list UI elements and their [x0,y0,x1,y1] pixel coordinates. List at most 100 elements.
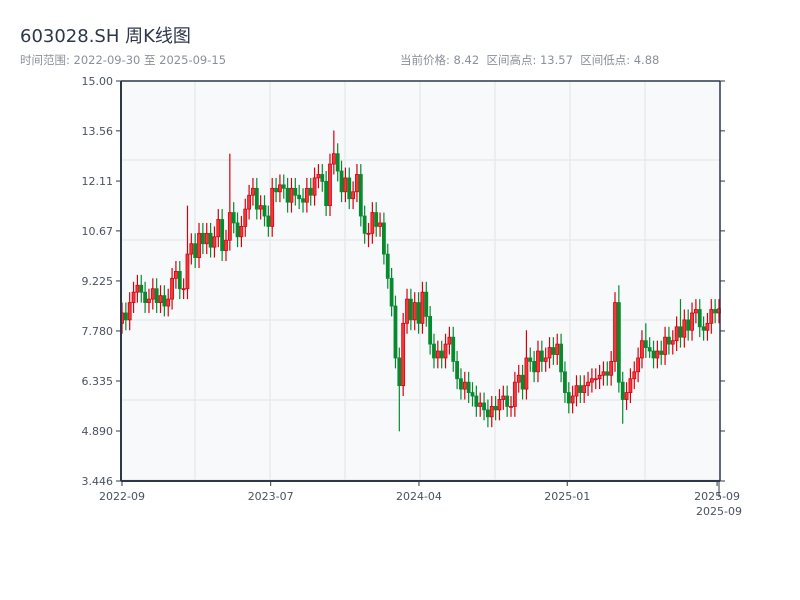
candle-body [193,243,198,258]
candle-down [605,361,610,386]
candle-body [547,347,552,359]
candle-up [158,285,163,313]
candle-body [239,226,244,238]
candle-body [301,198,305,203]
candle-up [166,288,171,317]
candle-body [678,326,683,338]
candle-body [462,381,467,390]
candle-body [697,309,702,328]
candle-body [278,184,282,193]
candle-up [227,153,232,251]
candle-body [593,378,598,381]
candle-down [162,285,167,317]
candle-up [478,392,483,417]
candle-body [609,361,614,376]
candle-down [651,340,656,369]
candle-body [401,322,406,387]
candle-up [181,278,186,300]
candle-body [331,153,336,165]
candle-up [693,299,698,324]
candle-body [663,336,667,355]
candle-body [486,409,490,418]
candle-body [258,205,263,210]
candle-body [312,177,317,196]
candle-body [339,170,344,193]
candle-down [274,177,278,203]
candle-up [189,233,194,265]
candle-up [135,274,140,303]
candle-body [389,277,394,307]
candle-body [640,340,644,359]
candle-up [516,364,521,393]
candle-up [601,361,606,386]
x-tick-label: 2024-04 [396,490,442,503]
y-tick-label: 15.00 [82,75,114,88]
candle-down [382,212,386,265]
candle-body [328,163,332,207]
candle-down [432,333,436,369]
candle-up [351,181,355,210]
candle-body [667,336,671,345]
candle-down [208,222,213,258]
candle-up [690,302,694,341]
candle-up [593,368,598,390]
candle-down [358,164,363,227]
candle-up [501,385,506,410]
candle-body [320,174,325,182]
candle-up [636,347,641,383]
candle-body [532,361,537,373]
candle-body [693,309,698,314]
candle-down [551,337,556,365]
candle-up [239,216,244,248]
candle-down [505,385,510,417]
candle-body [135,284,140,293]
y-tick-label: 9.225 [82,275,114,288]
candle-body [451,336,456,362]
candle-body [405,298,409,324]
y-tick-label: 3.446 [82,475,114,488]
candle-up [489,396,494,428]
candle-down [123,302,128,331]
candle-up [443,333,448,369]
candle-down [297,184,302,210]
candle-body [343,177,348,193]
candle-body [251,187,255,196]
candle-down [647,337,652,358]
candle-up [204,222,209,255]
y-tick-label: 4.890 [82,425,114,438]
candle-down [439,340,444,369]
candle-up [197,222,201,268]
candle-body [651,350,656,359]
date-range-label: 时间范围: 2022-09-30 至 2025-09-15 [20,53,227,67]
candle-down [713,299,718,324]
candle-body [174,271,178,279]
candle-body [281,184,286,189]
candle-up [251,177,255,206]
candle-up [705,312,710,341]
candle-body [516,374,521,383]
candle-body [566,392,571,404]
candle-body [559,343,563,373]
y-tick-label: 6.335 [82,375,114,388]
candle-down [532,351,537,383]
candle-up [509,396,513,417]
candle-body [293,187,298,196]
candle-body [701,326,706,331]
candle-body [682,319,687,338]
candle-body [154,288,159,303]
y-tick-label: 10.67 [82,225,114,238]
x-tick-label: 2025-09 [694,490,740,503]
candle-up [628,368,633,403]
candle-body [455,361,459,380]
candle-up [663,326,667,365]
candle-down [697,299,702,338]
candle-body [185,253,190,290]
candle-body [636,357,641,373]
candle-body [443,343,448,359]
candle-body [374,212,379,227]
candle-up [435,340,440,369]
candle-body [528,357,533,362]
candle-up [212,226,217,258]
candle-body [127,302,132,321]
